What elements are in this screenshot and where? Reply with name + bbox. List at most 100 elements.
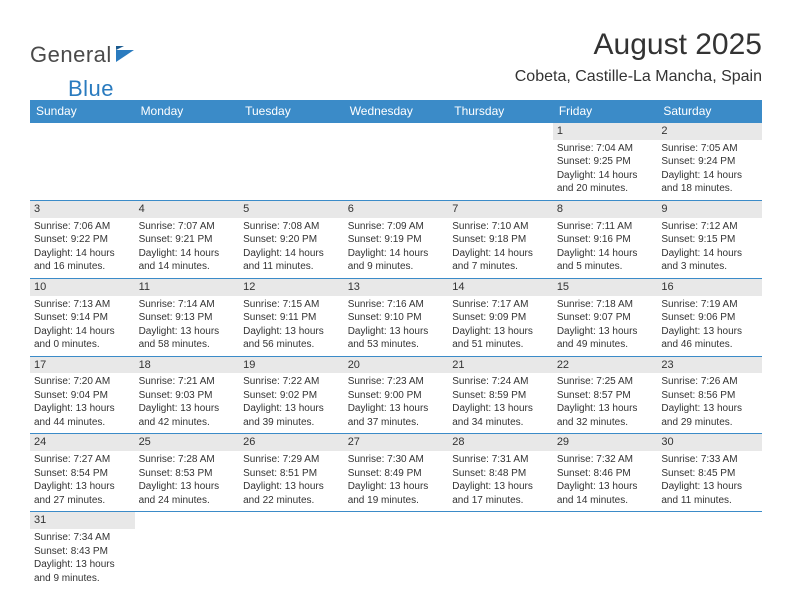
sunrise-line: Sunrise: 7:11 AM (557, 220, 654, 234)
sunset-line: Sunset: 9:19 PM (348, 233, 445, 247)
day-header: Thursday (448, 100, 553, 123)
daylight-line: Daylight: 13 hours (348, 480, 445, 494)
daylight-line: Daylight: 13 hours (452, 402, 549, 416)
daylight-line: Daylight: 13 hours (34, 558, 131, 572)
calendar-day-cell: 28Sunrise: 7:31 AMSunset: 8:48 PMDayligh… (448, 434, 553, 512)
day-number: 7 (448, 201, 553, 218)
day-number: 9 (657, 201, 762, 218)
sunset-line: Sunset: 9:13 PM (139, 311, 236, 325)
sunrise-line: Sunrise: 7:04 AM (557, 142, 654, 156)
daylight-line: and 44 minutes. (34, 416, 131, 430)
sunset-line: Sunset: 9:09 PM (452, 311, 549, 325)
calendar-week-row: 31Sunrise: 7:34 AMSunset: 8:43 PMDayligh… (30, 512, 762, 589)
daylight-line: and 3 minutes. (661, 260, 758, 274)
day-header: Sunday (30, 100, 135, 123)
sunrise-line: Sunrise: 7:29 AM (243, 453, 340, 467)
sunset-line: Sunset: 8:57 PM (557, 389, 654, 403)
calendar-day-cell (448, 512, 553, 589)
daylight-line: and 51 minutes. (452, 338, 549, 352)
daylight-line: and 11 minutes. (243, 260, 340, 274)
daylight-line: Daylight: 13 hours (452, 480, 549, 494)
calendar-week-row: 1Sunrise: 7:04 AMSunset: 9:25 PMDaylight… (30, 123, 762, 201)
sunrise-line: Sunrise: 7:26 AM (661, 375, 758, 389)
sunset-line: Sunset: 9:03 PM (139, 389, 236, 403)
calendar-week-row: 3Sunrise: 7:06 AMSunset: 9:22 PMDaylight… (30, 200, 762, 278)
calendar-day-cell: 19Sunrise: 7:22 AMSunset: 9:02 PMDayligh… (239, 356, 344, 434)
daylight-line: and 18 minutes. (661, 182, 758, 196)
sunrise-line: Sunrise: 7:27 AM (34, 453, 131, 467)
sunset-line: Sunset: 8:51 PM (243, 467, 340, 481)
day-number: 15 (553, 279, 658, 296)
calendar-day-cell: 31Sunrise: 7:34 AMSunset: 8:43 PMDayligh… (30, 512, 135, 589)
sunrise-line: Sunrise: 7:10 AM (452, 220, 549, 234)
day-number: 23 (657, 357, 762, 374)
sunrise-line: Sunrise: 7:33 AM (661, 453, 758, 467)
sunrise-line: Sunrise: 7:31 AM (452, 453, 549, 467)
calendar-day-cell: 8Sunrise: 7:11 AMSunset: 9:16 PMDaylight… (553, 200, 658, 278)
calendar-day-cell: 1Sunrise: 7:04 AMSunset: 9:25 PMDaylight… (553, 123, 658, 201)
daylight-line: and 24 minutes. (139, 494, 236, 508)
daylight-line: Daylight: 13 hours (139, 325, 236, 339)
day-number: 22 (553, 357, 658, 374)
day-number: 13 (344, 279, 449, 296)
calendar-day-cell: 30Sunrise: 7:33 AMSunset: 8:45 PMDayligh… (657, 434, 762, 512)
sunset-line: Sunset: 8:53 PM (139, 467, 236, 481)
daylight-line: Daylight: 14 hours (452, 247, 549, 261)
daylight-line: and 16 minutes. (34, 260, 131, 274)
location-subtitle: Cobeta, Castille-La Mancha, Spain (515, 68, 762, 86)
daylight-line: and 9 minutes. (348, 260, 445, 274)
day-header: Tuesday (239, 100, 344, 123)
daylight-line: and 11 minutes. (661, 494, 758, 508)
daylight-line: and 22 minutes. (243, 494, 340, 508)
daylight-line: Daylight: 13 hours (348, 325, 445, 339)
daylight-line: and 27 minutes. (34, 494, 131, 508)
daylight-line: Daylight: 14 hours (34, 247, 131, 261)
day-number: 5 (239, 201, 344, 218)
day-number: 12 (239, 279, 344, 296)
day-number: 24 (30, 434, 135, 451)
daylight-line: and 39 minutes. (243, 416, 340, 430)
calendar-day-cell (448, 123, 553, 201)
calendar-day-cell: 6Sunrise: 7:09 AMSunset: 9:19 PMDaylight… (344, 200, 449, 278)
title-block: August 2025 Cobeta, Castille-La Mancha, … (515, 28, 762, 86)
sunrise-line: Sunrise: 7:06 AM (34, 220, 131, 234)
daylight-line: Daylight: 13 hours (34, 480, 131, 494)
sunrise-line: Sunrise: 7:30 AM (348, 453, 445, 467)
logo-text-blue: Blue (68, 76, 114, 102)
sunset-line: Sunset: 8:59 PM (452, 389, 549, 403)
calendar-day-cell: 2Sunrise: 7:05 AMSunset: 9:24 PMDaylight… (657, 123, 762, 201)
sunset-line: Sunset: 8:54 PM (34, 467, 131, 481)
daylight-line: Daylight: 13 hours (661, 480, 758, 494)
daylight-line: and 29 minutes. (661, 416, 758, 430)
daylight-line: Daylight: 13 hours (243, 402, 340, 416)
daylight-line: and 9 minutes. (34, 572, 131, 586)
daylight-line: and 46 minutes. (661, 338, 758, 352)
calendar-day-cell: 24 Sunrise: 7:27 AMSunset: 8:54 PMDayligh… (30, 434, 135, 512)
daylight-line: Daylight: 14 hours (139, 247, 236, 261)
sunrise-line: Sunrise: 7:28 AM (139, 453, 236, 467)
day-number: 6 (344, 201, 449, 218)
daylight-line: and 7 minutes. (452, 260, 549, 274)
daylight-line: Daylight: 13 hours (139, 402, 236, 416)
day-number: 10 (30, 279, 135, 296)
day-number: 28 (448, 434, 553, 451)
daylight-line: Daylight: 13 hours (557, 480, 654, 494)
sunset-line: Sunset: 9:22 PM (34, 233, 131, 247)
daylight-line: and 56 minutes. (243, 338, 340, 352)
sunset-line: Sunset: 9:00 PM (348, 389, 445, 403)
calendar-day-cell: 23Sunrise: 7:26 AMSunset: 8:56 PMDayligh… (657, 356, 762, 434)
sunset-line: Sunset: 9:02 PM (243, 389, 340, 403)
calendar-day-cell: 11Sunrise: 7:14 AMSunset: 9:13 PMDayligh… (135, 278, 240, 356)
day-number: 26 (239, 434, 344, 451)
sunrise-line: Sunrise: 7:14 AM (139, 298, 236, 312)
day-number: 30 (657, 434, 762, 451)
calendar-day-cell: 14Sunrise: 7:17 AMSunset: 9:09 PMDayligh… (448, 278, 553, 356)
daylight-line: Daylight: 13 hours (243, 480, 340, 494)
sunset-line: Sunset: 9:15 PM (661, 233, 758, 247)
logo-text-general: General (30, 42, 112, 68)
sunset-line: Sunset: 9:24 PM (661, 155, 758, 169)
day-number: 3 (30, 201, 135, 218)
calendar-day-cell: 20Sunrise: 7:23 AMSunset: 9:00 PMDayligh… (344, 356, 449, 434)
sunset-line: Sunset: 9:18 PM (452, 233, 549, 247)
logo: General (30, 42, 140, 68)
